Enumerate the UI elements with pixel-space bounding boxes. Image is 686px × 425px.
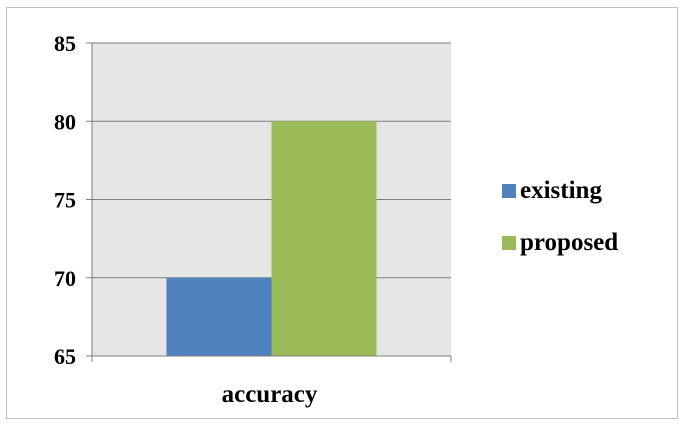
y-tick-label: 85	[54, 31, 76, 56]
legend-label-existing: existing	[520, 177, 602, 204]
y-tick-label: 75	[54, 188, 76, 213]
x-category-label: accuracy	[222, 381, 318, 408]
bar-existing	[166, 277, 272, 356]
legend-swatch-existing	[502, 184, 516, 198]
legend-label-proposed: proposed	[520, 229, 618, 256]
y-tick-label: 70	[54, 266, 76, 291]
y-tick-label: 65	[54, 344, 76, 369]
legend-swatch-proposed	[502, 236, 516, 250]
bar-proposed	[271, 121, 377, 356]
y-tick-label: 80	[54, 109, 76, 134]
